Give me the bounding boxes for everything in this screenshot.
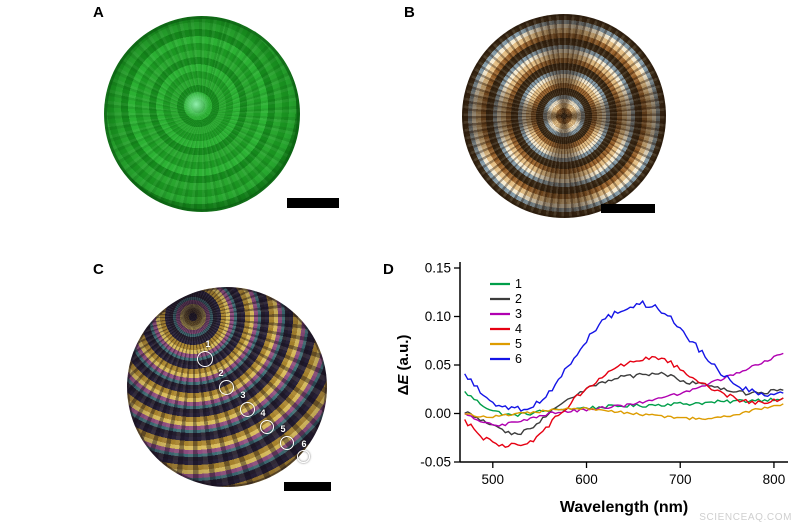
- series-line-3: [464, 352, 784, 427]
- spot-marker-5: [280, 436, 294, 450]
- spot-marker-1-label: 1: [205, 339, 211, 349]
- y-tick-label: -0.05: [420, 455, 451, 470]
- legend-label-6: 6: [515, 352, 522, 366]
- spot-marker-5-label: 5: [280, 424, 286, 434]
- legend-label-5: 5: [515, 337, 522, 351]
- panel-b-micrograph: [462, 14, 666, 218]
- panel-b-scale-bar-icon: [601, 204, 655, 213]
- series-line-1: [464, 390, 784, 418]
- x-tick-label: 600: [575, 472, 598, 487]
- spot-marker-1: [197, 351, 213, 367]
- spot-marker-3-label: 3: [240, 390, 246, 400]
- series-line-2: [464, 371, 784, 436]
- spot-marker-2: [219, 380, 234, 395]
- watermark: SCIENCEAQ.COM: [699, 512, 792, 523]
- panel-d-label: D: [383, 261, 394, 278]
- x-tick-label: 500: [482, 472, 505, 487]
- legend-label-4: 4: [515, 322, 522, 336]
- panel-b-label: B: [404, 4, 415, 21]
- spot-marker-2-label: 2: [218, 368, 224, 378]
- series-line-4: [464, 355, 784, 448]
- series-line-5: [464, 403, 784, 421]
- panel-c-scale-bar-icon: [284, 482, 331, 491]
- y-tick-label: 0.00: [425, 406, 451, 421]
- y-tick-label: 0.05: [425, 358, 451, 373]
- y-tick-label: 0.15: [425, 261, 451, 276]
- y-tick-label: 0.10: [425, 309, 451, 324]
- legend-label-3: 3: [515, 307, 522, 321]
- y-axis-label: ΔE (a.u.): [395, 335, 412, 396]
- spot-marker-6: [297, 450, 310, 463]
- panel-a-label: A: [93, 4, 104, 21]
- x-tick-label: 700: [669, 472, 692, 487]
- spot-marker-3: [240, 402, 255, 417]
- series-line-6: [464, 299, 784, 412]
- x-tick-label: 800: [763, 472, 786, 487]
- panel-a-micrograph: [104, 16, 300, 212]
- spot-marker-4-label: 4: [260, 408, 266, 418]
- spectra-chart: 500 600 700 800 -0.05 0.00 0.05 0.10 0.15 Wavelen…: [395, 261, 788, 516]
- panel-a-scale-bar-icon: [287, 198, 339, 208]
- spot-marker-6-label: 6: [301, 439, 307, 449]
- x-axis-label: Wavelength (nm): [560, 499, 688, 516]
- legend-label-1: 1: [515, 277, 522, 291]
- panel-c-label: C: [93, 261, 104, 278]
- spot-marker-4: [260, 420, 274, 434]
- legend-label-2: 2: [515, 292, 522, 306]
